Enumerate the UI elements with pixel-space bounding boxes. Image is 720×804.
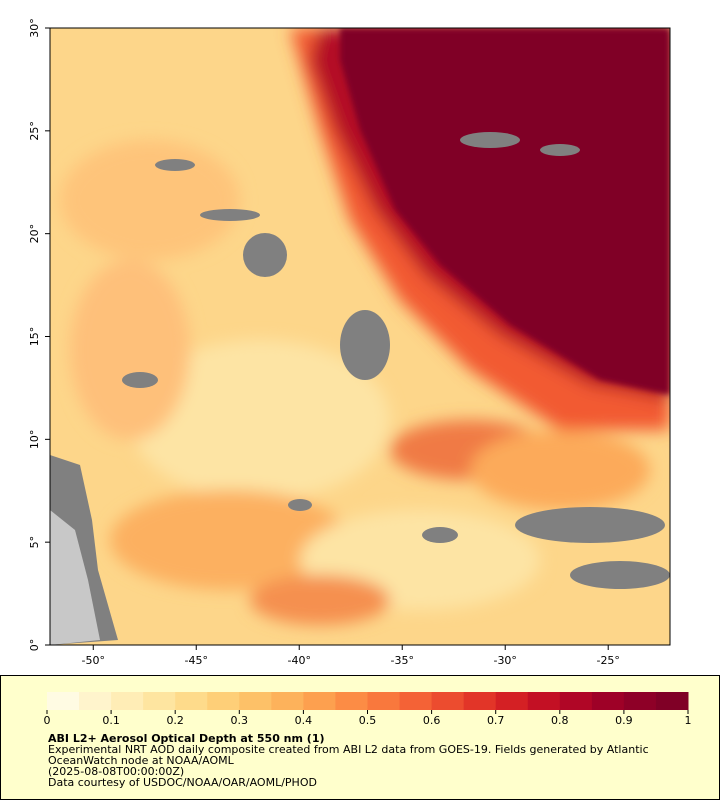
caption-line: (2025-08-08T00:00:00Z) <box>48 765 184 778</box>
colorbar-cell <box>47 692 80 710</box>
y-tick-label: 15° <box>28 327 41 347</box>
y-tick-label: 5° <box>28 536 41 549</box>
y-tick-label: 0° <box>28 639 41 652</box>
colorbar-cell <box>431 692 465 710</box>
colorbar-tick-label: 0.5 <box>359 714 377 727</box>
colorbar-tick-label: 0.2 <box>166 714 184 727</box>
no-data-areas <box>50 132 670 645</box>
colorbar-cell <box>399 692 433 710</box>
colorbar-tick-label: 0.4 <box>295 714 313 727</box>
colorbar-tick-label: 0.8 <box>551 714 569 727</box>
colorbar-cell <box>527 692 561 710</box>
colorbar-tick-label: 0.3 <box>231 714 249 727</box>
colorbar-cell <box>559 692 593 710</box>
colorbar-cell <box>335 692 368 710</box>
colorbar-cell <box>239 692 272 710</box>
x-tick-label: -50° <box>82 654 105 667</box>
colorbar-cell <box>367 692 401 710</box>
x-tick-label: -30° <box>493 654 516 667</box>
colorbar-cell <box>495 692 529 710</box>
colorbar-cell <box>79 692 112 710</box>
colorbar-cell <box>175 692 208 710</box>
colorbar-tick-label: 0.1 <box>102 714 120 727</box>
y-tick-label: 30° <box>28 18 41 38</box>
caption-title: ABI L2+ Aerosol Optical Depth at 550 nm … <box>48 732 325 745</box>
caption-line: OceanWatch node at NOAA/AOML <box>48 754 235 767</box>
x-tick-label: -40° <box>288 654 311 667</box>
x-tick-label: -45° <box>185 654 208 667</box>
x-tick-label: -35° <box>390 654 413 667</box>
caption-line: Experimental NRT AOD daily composite cre… <box>48 743 649 756</box>
caption-line: Data courtesy of USDOC/NOAA/OAR/AOML/PHO… <box>48 776 317 789</box>
colorbar-cell <box>623 692 657 710</box>
colorbar-tick-label: 0.7 <box>487 714 505 727</box>
aod-field <box>50 28 670 645</box>
y-tick-label: 10° <box>28 430 41 450</box>
colorbar-tick-label: 0.9 <box>615 714 633 727</box>
x-tick-label: -25° <box>596 654 619 667</box>
colorbar-cell <box>111 692 144 710</box>
colorbar-cell <box>303 692 336 710</box>
colorbar-tick-label: 0.6 <box>423 714 441 727</box>
y-tick-label: 25° <box>28 121 41 141</box>
colorbar-cell <box>463 692 497 710</box>
colorbar-cell <box>271 692 304 710</box>
colorbar-tick-label: 1 <box>685 714 692 727</box>
colorbar-cell <box>207 692 240 710</box>
y-tick-label: 20° <box>28 224 41 244</box>
colorbar-cell <box>143 692 176 710</box>
colorbar-cell <box>591 692 625 710</box>
colorbar-cell <box>655 692 689 710</box>
colorbar-tick-label: 0 <box>44 714 51 727</box>
